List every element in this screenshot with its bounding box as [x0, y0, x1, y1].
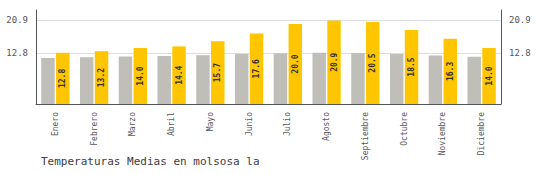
svg-text:Enero: Enero: [51, 112, 60, 136]
svg-text:Temperaturas Medias en molsosa: Temperaturas Medias en molsosa la: [41, 155, 260, 168]
svg-text:12.8: 12.8: [509, 48, 531, 58]
svg-text:20.0: 20.0: [291, 54, 300, 73]
svg-text:20.9: 20.9: [509, 15, 531, 25]
svg-text:Febrero: Febrero: [90, 112, 99, 146]
svg-text:18.5: 18.5: [407, 57, 416, 76]
svg-text:16.3: 16.3: [446, 62, 455, 81]
svg-text:Septiembre: Septiembre: [361, 112, 370, 160]
svg-text:20.9: 20.9: [6, 15, 28, 25]
svg-text:Agosto: Agosto: [322, 112, 331, 141]
svg-text:12.8: 12.8: [6, 48, 28, 58]
svg-text:14.0: 14.0: [485, 66, 494, 85]
svg-text:Octubre: Octubre: [400, 112, 409, 146]
svg-text:14.4: 14.4: [175, 65, 184, 84]
svg-text:13.2: 13.2: [97, 68, 106, 87]
svg-text:Julio: Julio: [283, 112, 292, 136]
svg-text:Diciembre: Diciembre: [477, 112, 486, 156]
svg-text:Abril: Abril: [167, 112, 176, 136]
svg-text:20.5: 20.5: [368, 53, 377, 72]
svg-text:Junio: Junio: [245, 112, 254, 136]
svg-text:15.7: 15.7: [213, 63, 222, 82]
svg-text:12.8: 12.8: [58, 69, 67, 88]
svg-text:Marzo: Marzo: [128, 112, 137, 136]
svg-text:14.0: 14.0: [136, 66, 145, 85]
svg-text:20.9: 20.9: [330, 52, 339, 71]
svg-text:Mayo: Mayo: [206, 112, 215, 131]
svg-text:17.6: 17.6: [252, 59, 261, 78]
svg-text:Noviembre: Noviembre: [438, 112, 447, 156]
